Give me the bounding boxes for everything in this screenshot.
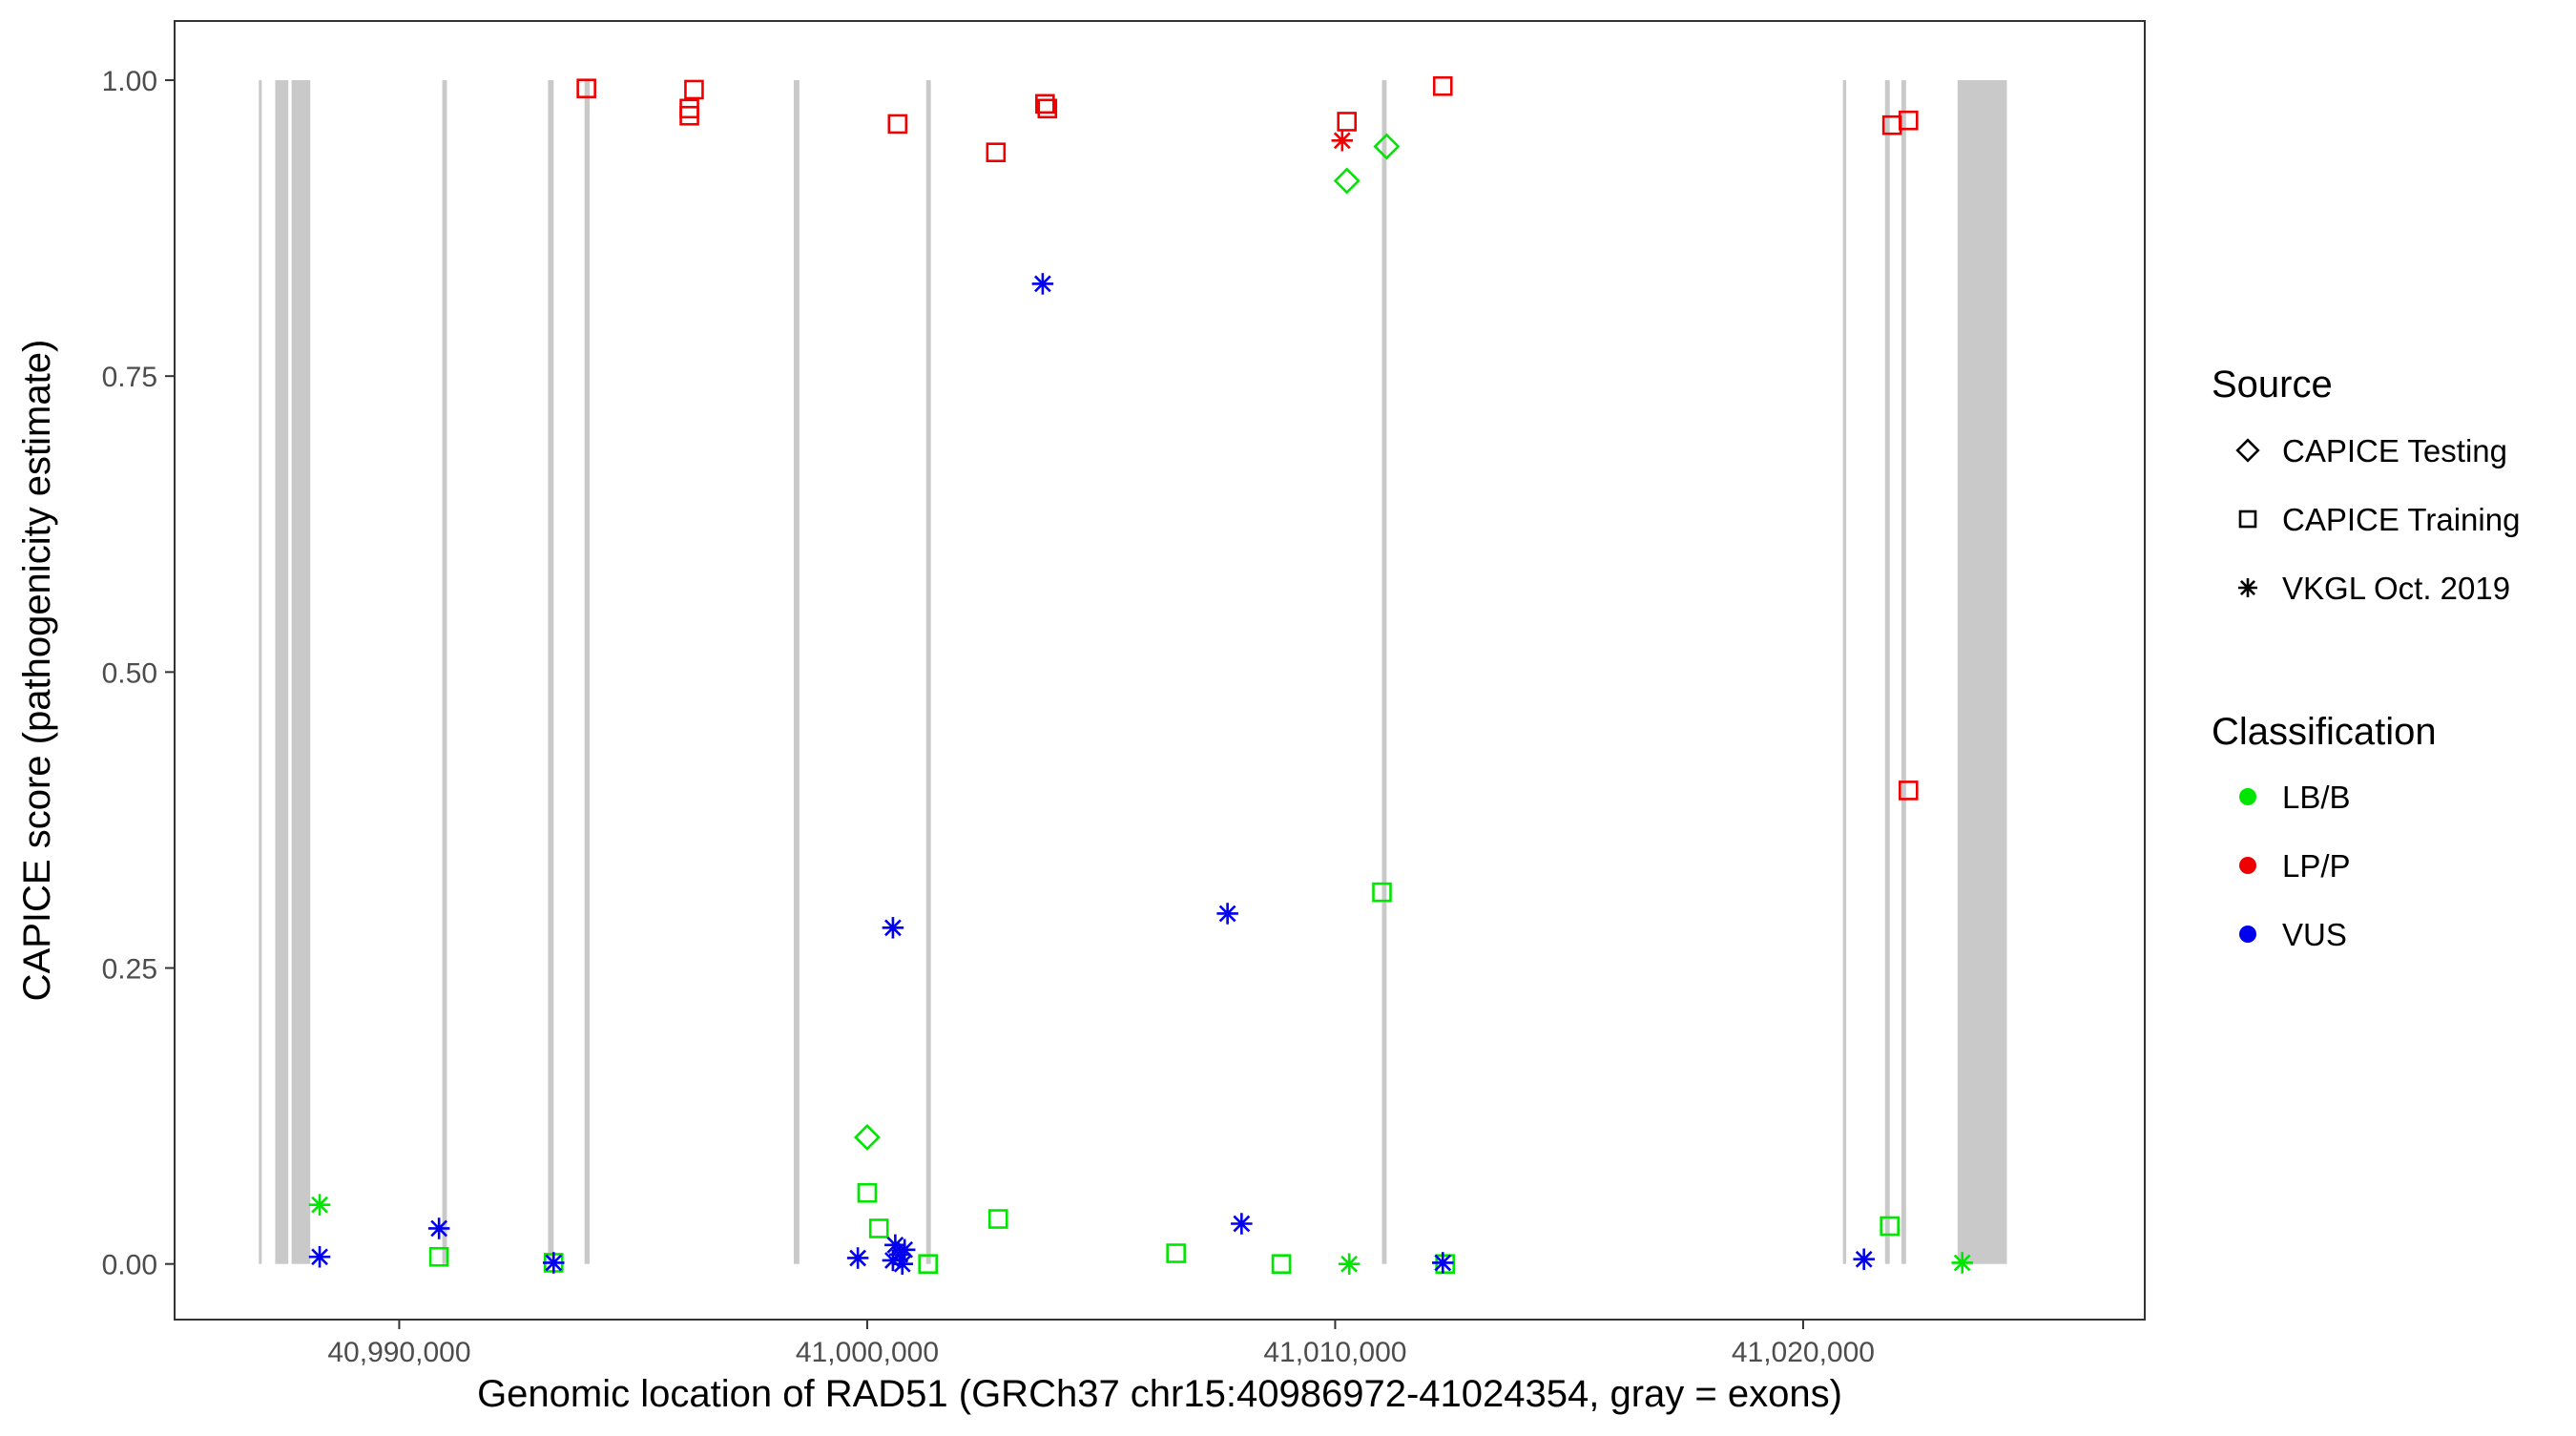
x-tick-label: 41,020,000	[1732, 1337, 1875, 1368]
data-point	[846, 1247, 869, 1269]
data-point-layer	[308, 75, 1973, 1275]
legend-source-key	[2238, 578, 2257, 597]
data-point	[857, 1182, 878, 1203]
exon-band	[1842, 80, 1847, 1264]
data-point	[543, 1252, 565, 1274]
exon-band	[275, 80, 289, 1264]
y-tick-label: 0.50	[102, 657, 157, 689]
data-point	[1880, 1216, 1900, 1237]
data-point	[1432, 1252, 1454, 1274]
data-point	[679, 98, 699, 119]
data-point	[1166, 1243, 1186, 1263]
data-point	[1432, 75, 1453, 96]
data-point	[1898, 110, 1919, 131]
exon-band	[1957, 80, 2007, 1264]
exon-band-layer	[259, 80, 2007, 1264]
y-tick-label: 0.00	[102, 1250, 157, 1281]
legend-class-key	[2239, 926, 2256, 943]
legend-class-key	[2239, 788, 2256, 805]
data-point	[1031, 273, 1054, 295]
data-point	[1271, 1254, 1292, 1274]
y-tick-label: 1.00	[102, 66, 157, 97]
data-point	[1853, 1248, 1875, 1270]
exon-band	[259, 80, 262, 1264]
data-point	[853, 1123, 881, 1151]
data-point	[1231, 1213, 1253, 1235]
exon-band	[548, 80, 554, 1264]
data-point	[1337, 112, 1357, 132]
legend-source-label: CAPICE Testing	[2282, 433, 2507, 468]
legend-class-label: LP/P	[2282, 848, 2351, 884]
data-point	[887, 114, 908, 135]
data-point	[427, 1217, 450, 1239]
legend-source-label: VKGL Oct. 2019	[2282, 571, 2510, 606]
plot-panel-border	[174, 20, 2146, 1321]
legend-source-key	[2235, 438, 2260, 463]
legend-source-key	[2238, 510, 2257, 529]
data-point	[1372, 882, 1392, 903]
data-point	[882, 917, 904, 939]
data-point	[1338, 1253, 1361, 1275]
data-point	[679, 105, 699, 126]
exon-band	[291, 80, 311, 1264]
exon-band	[442, 80, 447, 1264]
data-point	[1037, 98, 1058, 119]
legend-class-key	[2239, 857, 2256, 874]
data-point	[1331, 130, 1354, 152]
legend-source-title: Source	[2212, 364, 2333, 406]
exon-band	[793, 80, 800, 1264]
data-point	[576, 78, 596, 99]
data-point	[987, 1209, 1008, 1229]
data-point	[891, 1253, 913, 1275]
data-point	[884, 1234, 906, 1257]
x-tick-label: 41,010,000	[1263, 1337, 1406, 1368]
y-axis-title: CAPICE score (pathogenicity estimate)	[16, 340, 58, 1002]
exon-band	[584, 80, 591, 1264]
data-point	[1035, 94, 1055, 114]
data-point	[308, 1194, 331, 1216]
data-point	[1898, 780, 1919, 801]
data-point	[1216, 903, 1238, 925]
exon-band	[1884, 80, 1890, 1264]
legend: Source Classification CAPICE Testing CAPI…	[2212, 364, 2520, 952]
data-point	[684, 79, 704, 100]
y-tick-label: 0.75	[102, 362, 157, 393]
data-point	[428, 1246, 449, 1267]
data-point	[1951, 1252, 1973, 1274]
axis-layer: 40,990,000 41,000,000 41,010,000 41,020,000…	[102, 66, 1875, 1368]
legend-class-label: VUS	[2282, 917, 2347, 952]
legend-source-label: CAPICE Training	[2282, 502, 2520, 537]
data-point	[893, 1238, 916, 1261]
data-point	[1373, 133, 1401, 160]
x-axis-title: Genomic location of RAD51 (GRCh37 chr15:…	[477, 1373, 1842, 1415]
y-tick-label: 0.25	[102, 954, 157, 986]
x-tick-label: 41,000,000	[796, 1337, 939, 1368]
exon-band	[925, 80, 931, 1264]
exon-band	[1901, 80, 1906, 1264]
data-point	[308, 1245, 331, 1268]
data-point	[986, 142, 1007, 163]
data-point	[1333, 167, 1361, 195]
legend-classification-title: Classification	[2212, 711, 2437, 753]
data-point	[868, 1218, 889, 1238]
exon-band	[1381, 80, 1387, 1264]
x-tick-label: 40,990,000	[327, 1337, 470, 1368]
legend-class-label: LB/B	[2282, 780, 2351, 815]
data-point	[918, 1254, 939, 1274]
